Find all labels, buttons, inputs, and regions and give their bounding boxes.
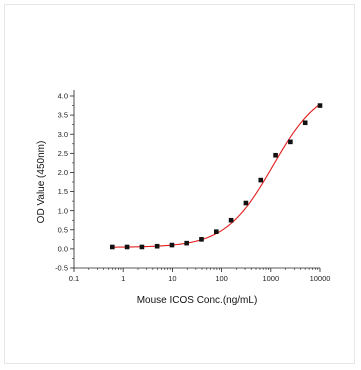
fit-curve-line [112,103,321,248]
data-point [124,244,130,250]
data-points-layer [109,103,323,250]
data-point [273,152,278,158]
data-point [228,217,234,223]
y-tick-label: 1.5 [58,187,68,196]
x-tick-label: 10000 [310,274,331,283]
chart-frame [4,4,355,364]
data-point [258,177,264,183]
y-tick-label: 2.0 [58,168,68,177]
y-tick-label: 0.5 [58,225,68,234]
y-tick-label: 1.0 [58,206,68,215]
data-point [169,242,175,248]
fit-curve-layer [112,103,321,248]
y-tick-label: 3.0 [58,130,68,139]
data-point [184,240,189,246]
y-tick-label: 3.5 [58,111,68,120]
y-tick-label: 4.0 [58,92,68,101]
x-tick-label: 1000 [262,274,279,283]
data-point [213,229,219,234]
data-point [154,243,160,249]
data-point [302,120,308,126]
y-tick-label: 0.0 [58,244,68,253]
x-tick-label: 1 [121,274,125,283]
axes: 0.1 1 10 100 1000 10000 -0.5 0.0 0.5 1.0 1.5 2.0 2.5… [55,90,330,283]
data-point [288,139,293,145]
data-point [109,244,115,250]
x-tick-label: 0.1 [69,274,79,283]
y-tick-label: 2.5 [58,149,68,158]
x-tick-label: 10 [168,274,176,283]
x-tick-label: 100 [215,274,228,283]
data-point [317,103,323,108]
x-axis-label: Mouse ICOS Conc.(ng/mL) [137,295,258,306]
y-tick-label: -0.5 [55,264,68,273]
data-point [139,244,145,250]
data-point [199,237,204,242]
y-axis-label: OD Value (450nm) [36,141,47,224]
data-point [243,200,249,206]
